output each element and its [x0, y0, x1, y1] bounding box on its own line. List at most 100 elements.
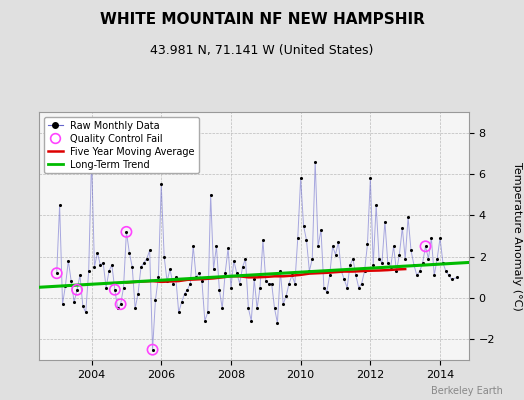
- Point: [171, 274, 180, 280]
- Point: [261, 278, 270, 285]
- Point: [174, 309, 183, 316]
- Point: [427, 235, 435, 241]
- Point: [96, 262, 104, 268]
- Point: [238, 264, 247, 270]
- Point: [128, 264, 136, 270]
- Point: [305, 268, 313, 274]
- Point: [137, 264, 145, 270]
- Point: [108, 262, 116, 268]
- Point: [412, 272, 421, 278]
- Point: [302, 237, 311, 243]
- Point: [76, 272, 84, 278]
- Point: [206, 192, 215, 198]
- Point: [433, 256, 441, 262]
- Point: [189, 243, 198, 250]
- Point: [93, 249, 102, 256]
- Point: [163, 278, 171, 285]
- Point: [125, 249, 134, 256]
- Point: [299, 222, 308, 229]
- Point: [111, 286, 119, 293]
- Point: [192, 274, 200, 280]
- Point: [111, 286, 119, 293]
- Point: [369, 262, 377, 268]
- Point: [291, 280, 299, 287]
- Point: [116, 301, 125, 307]
- Point: [270, 305, 279, 312]
- Point: [352, 272, 360, 278]
- Point: [198, 278, 206, 285]
- Point: [320, 284, 328, 291]
- Point: [233, 270, 241, 276]
- Point: [421, 243, 430, 250]
- Point: [134, 291, 142, 297]
- Point: [143, 256, 151, 262]
- Point: [325, 272, 334, 278]
- Point: [401, 256, 409, 262]
- Point: [282, 293, 290, 299]
- Point: [224, 245, 232, 252]
- Point: [308, 256, 316, 262]
- Point: [58, 301, 67, 307]
- Point: [329, 243, 337, 250]
- Point: [366, 175, 375, 181]
- Point: [146, 247, 154, 254]
- Point: [119, 284, 128, 291]
- Point: [381, 218, 389, 225]
- Point: [378, 260, 386, 266]
- Point: [178, 299, 186, 305]
- Point: [67, 278, 75, 285]
- Text: WHITE MOUNTAIN NF NEW HAMPSHIR: WHITE MOUNTAIN NF NEW HAMPSHIR: [100, 12, 424, 27]
- Point: [105, 268, 113, 274]
- Text: Berkeley Earth: Berkeley Earth: [431, 386, 503, 396]
- Point: [64, 258, 72, 264]
- Point: [343, 284, 351, 291]
- Point: [311, 158, 320, 165]
- Point: [82, 309, 90, 316]
- Point: [297, 175, 305, 181]
- Point: [436, 235, 444, 241]
- Point: [430, 272, 439, 278]
- Point: [357, 280, 366, 287]
- Point: [201, 318, 209, 324]
- Point: [247, 318, 256, 324]
- Point: [215, 286, 224, 293]
- Point: [218, 305, 226, 312]
- Point: [221, 270, 230, 276]
- Point: [372, 202, 380, 208]
- Point: [259, 237, 267, 243]
- Point: [349, 256, 357, 262]
- Point: [442, 268, 450, 274]
- Point: [250, 276, 258, 282]
- Point: [444, 272, 453, 278]
- Point: [122, 229, 130, 235]
- Point: [346, 262, 354, 268]
- Point: [70, 299, 79, 305]
- Point: [355, 284, 363, 291]
- Point: [148, 346, 157, 353]
- Point: [154, 274, 162, 280]
- Text: 43.981 N, 71.141 W (United States): 43.981 N, 71.141 W (United States): [150, 44, 374, 57]
- Point: [122, 229, 130, 235]
- Point: [375, 256, 383, 262]
- Point: [114, 305, 122, 312]
- Point: [439, 260, 447, 266]
- Point: [404, 214, 412, 221]
- Point: [288, 272, 296, 278]
- Point: [73, 286, 81, 293]
- Point: [180, 291, 189, 297]
- Point: [160, 254, 168, 260]
- Point: [183, 286, 192, 293]
- Point: [52, 270, 61, 276]
- Point: [169, 280, 177, 287]
- Point: [447, 276, 456, 282]
- Point: [267, 280, 276, 287]
- Point: [398, 224, 407, 231]
- Point: [102, 284, 110, 291]
- Point: [256, 284, 264, 291]
- Point: [387, 264, 395, 270]
- Point: [331, 251, 340, 258]
- Point: [148, 346, 157, 353]
- Legend: Raw Monthly Data, Quality Control Fail, Five Year Moving Average, Long-Term Tren: Raw Monthly Data, Quality Control Fail, …: [44, 117, 199, 173]
- Point: [314, 243, 322, 250]
- Point: [56, 202, 64, 208]
